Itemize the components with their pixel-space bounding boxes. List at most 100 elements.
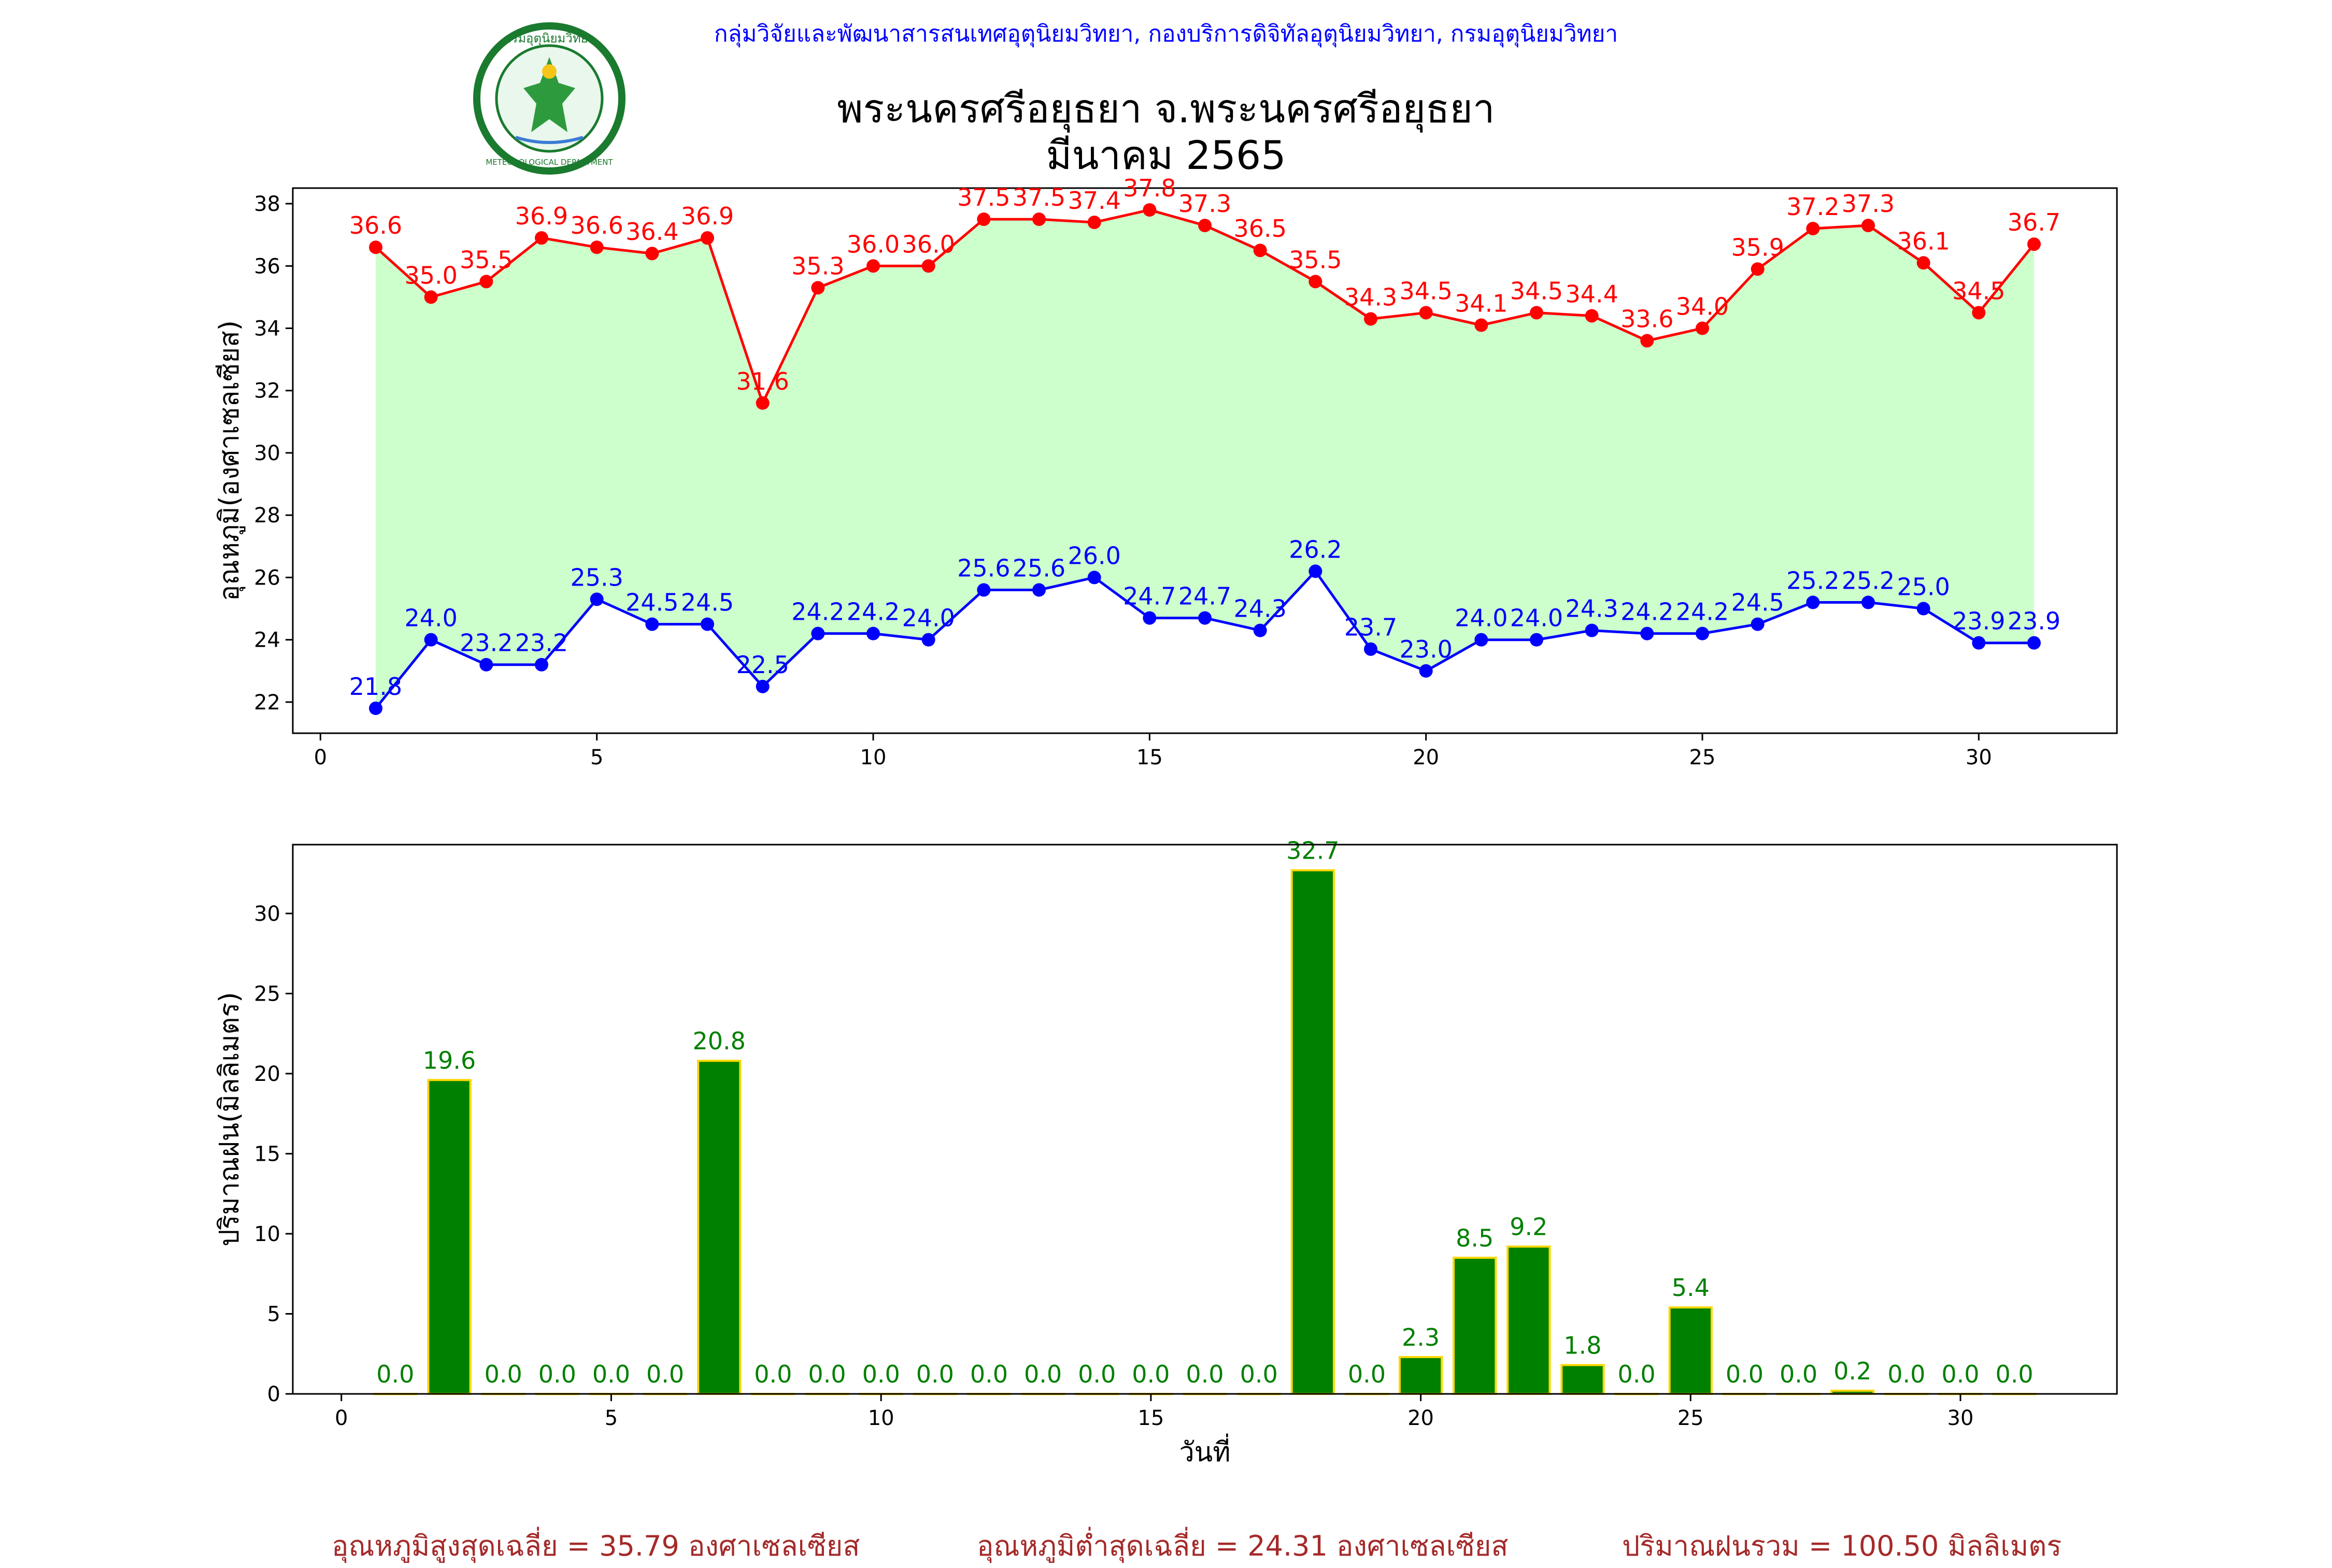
max-temperature-label: 36.9 [515, 202, 568, 230]
top-x-tick-label: 0 [314, 746, 327, 769]
max-temperature-point [2027, 237, 2041, 251]
min-temperature-label: 23.0 [1399, 635, 1452, 663]
min-temperature-point [701, 617, 714, 631]
min-temperature-label: 23.7 [1344, 614, 1397, 642]
rainfall-label: 0.0 [1618, 1360, 1656, 1388]
min-temperature-label: 25.2 [1786, 567, 1839, 595]
max-temperature-label: 37.8 [1123, 174, 1176, 202]
chart-subtitle: มีนาคม 2565 [1046, 132, 1286, 178]
rainfall-bar [1398, 1356, 1443, 1395]
max-temperature-label: 36.7 [2008, 208, 2060, 236]
min-temperature-point [1806, 595, 1820, 609]
rainfall-label: 0.0 [485, 1360, 522, 1388]
min-temperature-label: 21.8 [349, 673, 402, 701]
bottom-y-tick-label: 10 [254, 1222, 280, 1246]
top-y-tick-label: 24 [254, 629, 280, 652]
max-temperature-label: 36.0 [847, 230, 900, 258]
rainfall-label: 0.0 [1348, 1360, 1386, 1388]
rainfall-bar [1290, 869, 1335, 1395]
min-temperature-point [977, 583, 991, 597]
max-temperature-point [1253, 244, 1267, 258]
meteorological-department-logo: กรมอุตุนิยมวิทยา METEOROLOGICAL DEPARTME… [473, 22, 625, 175]
max-temperature-point [1419, 306, 1433, 320]
min-temperature-label: 24.2 [791, 598, 844, 626]
max-temperature-label: 36.4 [625, 218, 678, 246]
top-y-tick-label: 32 [254, 379, 280, 403]
top-x-tick-label: 15 [1136, 746, 1163, 769]
max-temperature-label: 34.5 [1399, 277, 1452, 305]
min-temperature-label: 24.0 [404, 604, 457, 632]
max-temperature-point [1530, 306, 1543, 320]
rainfall-label: 0.0 [1780, 1360, 1817, 1388]
rainfall-label: 0.0 [1132, 1360, 1170, 1388]
min-temperature-label: 24.0 [1455, 604, 1508, 632]
min-temperature-label: 24.2 [1620, 598, 1673, 626]
max-temperature-label: 35.5 [1289, 246, 1342, 274]
rainfall-label: 0.0 [1024, 1360, 1062, 1388]
min-temperature-point [1696, 626, 1709, 640]
min-temperature-point [535, 658, 548, 672]
max-temperature-label: 37.2 [1786, 193, 1839, 221]
min-temperature-point [424, 633, 438, 647]
rainfall-label: 5.4 [1672, 1274, 1710, 1302]
rainfall-label: 0.0 [1726, 1360, 1764, 1388]
max-temperature-label: 37.5 [957, 183, 1010, 211]
max-temperature-label: 36.5 [1233, 215, 1286, 243]
rainfall-label: 1.8 [1563, 1331, 1601, 1359]
bottom-x-tick-label: 15 [1137, 1406, 1164, 1430]
bottom-y-tick-label: 0 [267, 1382, 280, 1406]
min-temperature-point [811, 626, 825, 640]
rainfall-label: 0.0 [1186, 1360, 1224, 1388]
min-temperature-label: 25.3 [570, 564, 623, 592]
min-temperature-label: 24.0 [1510, 604, 1563, 632]
bottom-y-tick-label: 20 [254, 1062, 280, 1086]
min-temperature-label: 25.6 [1013, 554, 1065, 582]
rainfall-label: 20.8 [693, 1027, 746, 1055]
min-temperature-label: 25.6 [957, 554, 1010, 582]
min-temperature-point [756, 679, 770, 693]
max-temperature-point [424, 290, 438, 304]
bottom-x-tick-label: 30 [1947, 1406, 1974, 1430]
max-temperature-label: 34.4 [1565, 280, 1618, 308]
rainfall-label: 0.0 [592, 1360, 630, 1388]
temperature-range-fill [376, 210, 2034, 708]
rainfall-label: 0.0 [1887, 1360, 1925, 1388]
summary-rain-total: ปริมาณฝนรวม = 100.50 มิลลิเมตร [1622, 1530, 2062, 1562]
min-temperature-point [1640, 626, 1654, 640]
min-temperature-point [2027, 636, 2041, 650]
min-temperature-point [369, 701, 382, 715]
top-y-tick-label: 36 [254, 254, 280, 278]
top-x-tick-label: 30 [1966, 746, 1992, 769]
max-temperature-point [1972, 306, 1986, 320]
rainfall-label: 19.6 [423, 1046, 476, 1074]
max-temperature-point [369, 240, 382, 254]
logo-text-top: กรมอุตุนิยมวิทยา [504, 31, 595, 46]
min-temperature-point [1861, 595, 1875, 609]
max-temperature-label: 37.4 [1068, 187, 1120, 215]
min-temperature-point [1474, 633, 1488, 647]
min-temperature-label: 23.2 [460, 629, 513, 657]
min-temperature-point [1253, 623, 1267, 637]
min-temperature-point [1419, 664, 1433, 678]
max-temperature-point [1640, 334, 1654, 348]
max-temperature-point [1696, 321, 1709, 335]
summary-min-avg: อุณหภูมิต่ำสุดเฉลี่ย = 24.31 องศาเซลเซีย… [977, 1530, 1509, 1562]
max-temperature-point [1751, 262, 1765, 276]
min-temperature-label: 23.9 [1952, 607, 2005, 635]
top-y-tick-label: 30 [254, 441, 280, 465]
min-temperature-point [1972, 636, 1986, 650]
rainfall-bar [1560, 1364, 1605, 1395]
min-temperature-point [1143, 611, 1157, 625]
bottom-axes-frame [292, 844, 2118, 1395]
min-temperature-label: 23.2 [515, 629, 568, 657]
max-temperature-label: 31.6 [736, 367, 789, 395]
max-temperature-point [921, 259, 935, 273]
logo-text-bottom: METEOROLOGICAL DEPARTMENT [486, 158, 613, 167]
min-temperature-label: 26.0 [1068, 541, 1120, 569]
rainfall-label: 0.0 [646, 1360, 684, 1388]
max-temperature-label: 36.6 [349, 211, 402, 239]
max-temperature-point [535, 231, 548, 245]
top-axes-frame [292, 187, 2118, 734]
max-temperature-point [645, 247, 659, 261]
min-temperature-label: 24.3 [1565, 595, 1618, 623]
